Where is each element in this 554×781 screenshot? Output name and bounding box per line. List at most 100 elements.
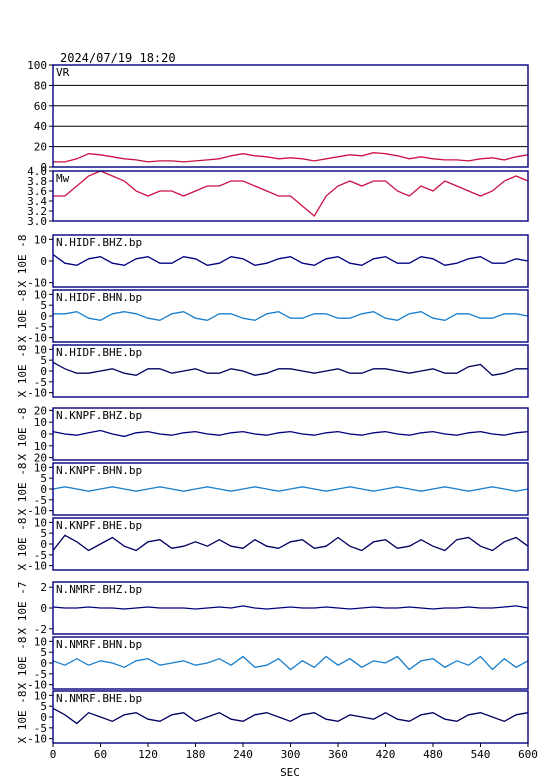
y-tick-label: 10 <box>34 689 47 702</box>
y-tick-label: 0 <box>40 483 47 496</box>
y-tick-label: 2 <box>40 581 47 594</box>
y-tick-label: -2 <box>34 623 47 636</box>
series-line <box>53 311 529 321</box>
x-tick-label: 540 <box>471 748 491 761</box>
series-line <box>52 361 528 376</box>
x-tick-label: 60 <box>94 748 107 761</box>
series-line <box>52 707 529 725</box>
y-tick-label: 0 <box>40 602 47 615</box>
panels: 020406080100VR3.03.23.43.63.84.0Mw100-10… <box>16 59 538 761</box>
x-axis-label: SEC <box>280 766 300 779</box>
y-tick-label: -10 <box>27 387 47 400</box>
x-tick-label: 120 <box>138 748 158 761</box>
y-tick-label: 40 <box>34 120 47 133</box>
panel-frame <box>52 517 529 571</box>
y-tick-label: 20 <box>34 404 47 417</box>
y-tick-label: 5 <box>40 472 47 485</box>
y-tick-label: 10 <box>34 440 47 453</box>
panel-frame <box>52 407 529 461</box>
y-tick-label: 100 <box>27 59 47 72</box>
y-axis-label: X 10E -8 <box>16 345 29 398</box>
panel-label: N.KNPF.BHN.bp <box>56 464 142 477</box>
y-tick-label: 20 <box>34 452 47 465</box>
y-tick-label: 10 <box>34 343 47 356</box>
y-tick-label: 5 <box>40 646 47 659</box>
y-tick-label: -10 <box>27 332 47 345</box>
y-axis-label: X 10E -8 <box>16 408 29 461</box>
y-tick-label: 10 <box>34 635 47 648</box>
series-line <box>52 253 529 266</box>
y-tick-label: 0 <box>40 161 47 174</box>
series-line <box>53 152 529 163</box>
panel-label: N.NMRF.BHZ.bp <box>56 583 142 596</box>
y-axis-label: X 10E -8 <box>16 691 29 744</box>
y-tick-label: 3.0 <box>27 215 47 228</box>
panel-frame <box>52 170 529 222</box>
y-tick-label: 5 <box>40 527 47 540</box>
y-tick-label: 80 <box>34 79 47 92</box>
series-line <box>52 605 529 610</box>
y-tick-label: 0 <box>40 365 47 378</box>
y-tick-label: 3.8 <box>27 175 47 188</box>
y-tick-label: 3.2 <box>27 205 47 218</box>
series-line <box>52 486 529 492</box>
x-tick-label: 600 <box>518 748 538 761</box>
y-axis-label: X 10E -8 <box>16 637 29 690</box>
y-axis-label: X 10E -8 <box>16 463 29 516</box>
y-tick-label: 0 <box>40 310 47 323</box>
panel-frame <box>52 636 529 690</box>
chart-panel: 10 0 -10X 10E -8 N.HIDF.BHZ.bp <box>16 233 529 290</box>
y-tick-label: 0 <box>40 538 47 551</box>
y-tick-label: -10 <box>27 505 47 518</box>
y-tick-label: 10 <box>34 516 47 529</box>
y-tick-label: -10 <box>27 277 47 290</box>
y-axis-label: X 10E -8 <box>16 518 29 571</box>
y-tick-label: -5 <box>34 376 47 389</box>
y-tick-label: 0 <box>40 711 47 724</box>
panel-frame <box>52 344 529 398</box>
x-tick-label: 240 <box>233 748 253 761</box>
y-tick-label: 5 <box>40 354 47 367</box>
x-tick-label: 0 <box>50 748 57 761</box>
y-tick-label: -10 <box>27 733 47 746</box>
x-tick-label: 360 <box>328 748 348 761</box>
panel-label: N.HIDF.BHE.bp <box>56 346 142 359</box>
y-tick-label: 5 <box>40 299 47 312</box>
y-tick-label: 10 <box>34 288 47 301</box>
y-tick-label: 10 <box>34 461 47 474</box>
chart-panel: 2 0 -2 X 10E -7 N.NMRF.BHZ.bp <box>16 581 529 636</box>
y-axis-label: X 10E -8 <box>16 235 29 288</box>
x-tick-label: 300 <box>281 748 301 761</box>
y-tick-label: 0 <box>40 428 47 441</box>
figure-title: 2024/07/19 18:20 <box>60 51 176 65</box>
panel-frame <box>52 64 529 168</box>
panel-label: VR <box>56 66 70 79</box>
y-axis-label: X 10E -7 <box>16 582 29 635</box>
y-tick-label: -10 <box>27 560 47 573</box>
panel-frame <box>52 289 529 343</box>
chart-panel: 3.03.23.43.63.84.0 Mw <box>27 165 529 228</box>
y-tick-label: 10 <box>34 416 47 429</box>
series-line <box>52 655 529 671</box>
series-line <box>52 429 529 438</box>
panel-label: N.NMRF.BHN.bp <box>56 638 142 651</box>
panel-frame <box>52 581 529 635</box>
y-tick-label: 3.4 <box>27 195 47 208</box>
y-tick-label: -5 <box>34 668 47 681</box>
y-tick-label: 4.0 <box>27 165 47 178</box>
series-line <box>52 534 529 552</box>
y-tick-label: -10 <box>27 679 47 692</box>
y-tick-label: 20 <box>34 141 47 154</box>
panel-frame <box>52 462 529 516</box>
y-tick-label: -5 <box>34 494 47 507</box>
y-tick-label: -5 <box>34 321 47 334</box>
y-tick-label: 60 <box>34 100 47 113</box>
